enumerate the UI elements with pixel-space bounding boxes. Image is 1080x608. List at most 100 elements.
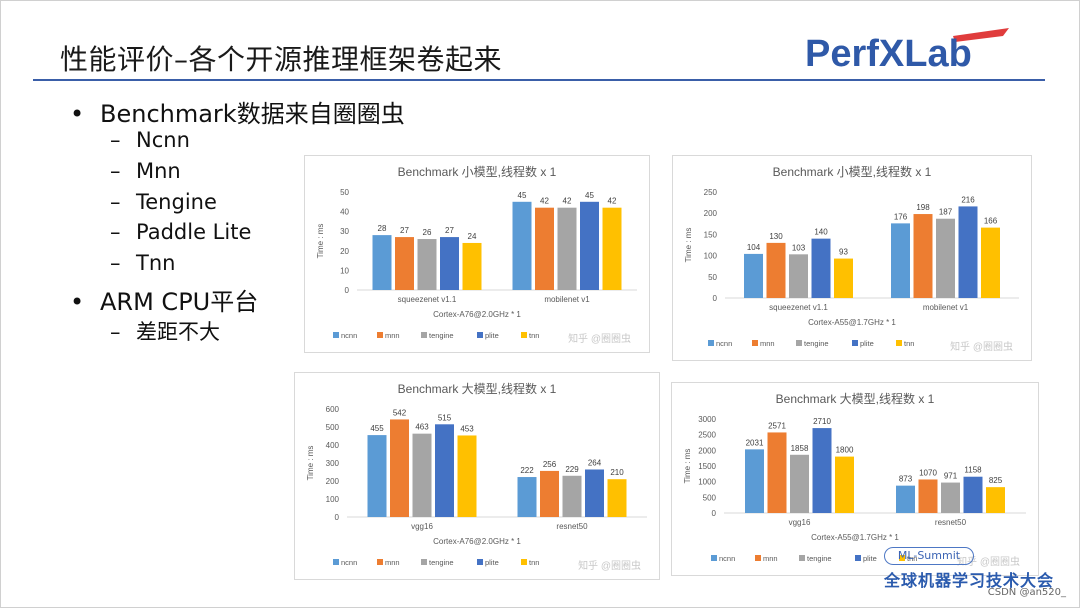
legend-label: tnn	[529, 331, 539, 340]
bar-plite	[958, 206, 978, 298]
bullet-text: Paddle Lite	[136, 220, 252, 244]
legend-label: mnn	[385, 558, 400, 567]
legend-label: tengine	[429, 558, 454, 567]
legend-swatch-tnn	[521, 332, 527, 338]
bullet-text: Tnn	[136, 251, 176, 275]
logo-text: PerfXLab	[805, 33, 972, 75]
bar-tnn	[981, 227, 1000, 298]
data-label: 45	[518, 191, 527, 200]
legend-swatch-tengine	[796, 340, 802, 346]
y-axis-label: Time : ms	[316, 224, 325, 259]
bullet-item: • ARM CPU平台	[70, 282, 258, 317]
legend-label: tengine	[804, 339, 829, 348]
data-label: 1070	[919, 468, 937, 477]
bar-tengine	[789, 254, 808, 298]
data-label: 256	[543, 460, 557, 469]
y-tick-label: 100	[326, 495, 340, 504]
bar-plite	[812, 428, 832, 513]
bar-tnn	[457, 435, 477, 517]
category-label: mobilenet v1	[544, 295, 590, 304]
data-label: 27	[445, 226, 454, 235]
bar-tnn	[462, 242, 482, 290]
bar-plite	[811, 238, 831, 298]
legend-swatch-tnn	[521, 559, 527, 565]
legend-swatch-plite	[477, 559, 483, 565]
legend-swatch-ncnn	[333, 559, 339, 565]
ml-summit-badge: ML-Summit	[884, 547, 974, 565]
bar-mnn	[390, 419, 409, 517]
legend-swatch-mnn	[377, 332, 383, 338]
bullet-dash: –	[110, 320, 121, 344]
legend-label: plite	[860, 339, 874, 348]
bullet-text: Benchmark数据来自圈圈虫	[100, 100, 405, 128]
data-label: 104	[747, 243, 761, 252]
data-label: 198	[916, 203, 930, 212]
x-axis-label: Cortex-A55@1.7GHz * 1	[808, 318, 896, 327]
y-tick-label: 1500	[698, 462, 716, 471]
bar-ncnn	[517, 477, 537, 517]
sub-bullet-item: – Paddle Lite	[110, 220, 251, 244]
sub-bullet-item: – Mnn	[110, 159, 181, 183]
bar-plite	[435, 424, 454, 517]
legend-label: plite	[863, 554, 877, 563]
data-label: 1158	[964, 466, 982, 475]
legend-label: mnn	[763, 554, 778, 563]
bar-tengine	[941, 482, 960, 513]
data-label: 45	[585, 191, 594, 200]
y-tick-label: 500	[326, 423, 340, 432]
data-label: 103	[792, 243, 806, 252]
chart-small-a76: Benchmark 小模型,线程数 x 1 Time : ms 0 10 20 30 40 5…	[304, 155, 650, 353]
bar-ncnn	[745, 449, 764, 513]
chart-watermark: 知乎 @圈圈虫	[568, 332, 631, 345]
bullet-text: 差距不大	[136, 320, 220, 344]
legend-label: plite	[485, 558, 499, 567]
data-label: 42	[540, 197, 549, 206]
legend-label: mnn	[385, 331, 400, 340]
data-label: 2571	[768, 421, 786, 430]
legend-swatch-tengine	[421, 559, 427, 565]
bar-tnn	[602, 207, 622, 290]
legend-swatch-tnn	[896, 340, 902, 346]
legend-label: plite	[485, 331, 499, 340]
legend-swatch-mnn	[752, 340, 758, 346]
bullet-text: Mnn	[136, 159, 181, 183]
bar-mnn	[395, 237, 414, 290]
y-tick-label: 100	[704, 252, 718, 261]
x-axis-label: Cortex-A76@2.0GHz * 1	[433, 537, 521, 546]
bar-plite	[963, 476, 983, 513]
legend-swatch-plite	[477, 332, 483, 338]
bullet-text: ARM CPU平台	[100, 288, 259, 316]
perfxlab-logo: PerfXLab	[805, 28, 1009, 75]
bar-ncnn	[512, 201, 532, 290]
y-tick-label: 40	[340, 208, 349, 217]
bar-tengine	[412, 433, 432, 517]
slide-title: 性能评价–各个开源推理框架卷起来	[60, 43, 503, 76]
legend-label: tnn	[904, 339, 914, 348]
bar-ncnn	[372, 235, 392, 290]
bullet-dot: •	[70, 288, 85, 316]
category-label: vgg16	[411, 522, 433, 531]
logo-swoosh	[953, 28, 1009, 42]
chart-title: Benchmark 小模型,线程数 x 1	[773, 164, 932, 179]
data-label: 130	[769, 232, 783, 241]
y-tick-label: 0	[335, 513, 340, 522]
bar-tnn	[607, 479, 627, 517]
legend-label: ncnn	[719, 554, 735, 563]
sub-bullet-item: – Ncnn	[110, 128, 190, 152]
bar-ncnn	[896, 485, 915, 513]
chart-title: Benchmark 大模型,线程数 x 1	[398, 381, 557, 396]
title-rule	[33, 79, 1045, 81]
bar-tnn	[834, 258, 853, 298]
data-label: 873	[899, 475, 913, 484]
chart-watermark: 知乎 @圈圈虫	[950, 340, 1013, 353]
data-label: 28	[378, 224, 387, 233]
y-axis-label: Time : ms	[683, 449, 692, 484]
legend-label: ncnn	[341, 558, 357, 567]
y-tick-label: 10	[340, 266, 349, 275]
bar-plite	[440, 237, 459, 290]
data-label: 222	[520, 466, 534, 475]
bar-mnn	[918, 479, 938, 513]
bar-tengine	[417, 239, 437, 290]
legend-label: mnn	[760, 339, 775, 348]
category-label: resnet50	[935, 518, 967, 527]
